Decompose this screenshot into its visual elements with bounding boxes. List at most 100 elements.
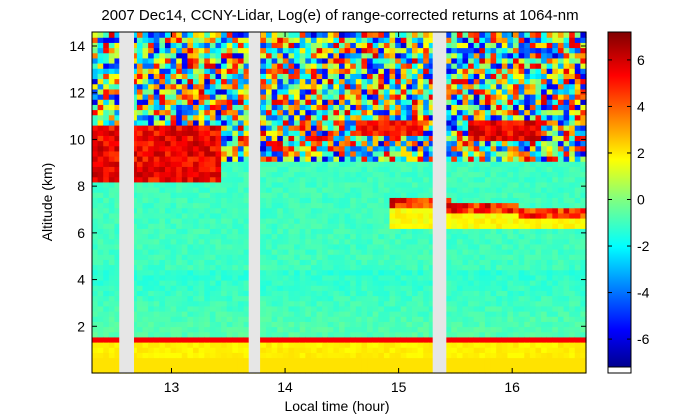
heatmap-cell [142, 269, 149, 276]
heatmap-cell [423, 207, 430, 214]
heatmap-cell [428, 156, 436, 162]
heatmap-cell [484, 238, 492, 245]
heatmap-cell [215, 249, 222, 255]
heatmap-cell [305, 140, 312, 147]
heatmap-cell [114, 32, 121, 38]
heatmap-cell [372, 321, 379, 328]
heatmap-cell [237, 367, 245, 374]
heatmap-cell [423, 357, 430, 364]
heatmap-cell [159, 161, 166, 167]
heatmap-cell [260, 57, 267, 64]
heatmap-cell [350, 367, 357, 374]
heatmap-cell [193, 73, 200, 80]
heatmap-cell [114, 156, 121, 162]
heatmap-cell [164, 311, 172, 317]
heatmap-cell [327, 109, 334, 116]
heatmap-cell [423, 125, 430, 131]
heatmap-cell [215, 331, 222, 338]
heatmap-cell [339, 99, 346, 105]
heatmap-cell [108, 295, 116, 302]
heatmap-cell [294, 367, 301, 374]
heatmap-cell [496, 352, 503, 359]
heatmap-cell [344, 78, 351, 85]
heatmap-cell [378, 207, 385, 214]
heatmap-cell [367, 290, 374, 297]
heatmap-cell [490, 300, 497, 307]
heatmap-cell [209, 316, 217, 322]
heatmap-cell [451, 83, 458, 90]
heatmap-cell [237, 68, 245, 74]
heatmap-cell [103, 114, 110, 121]
heatmap-cell [193, 166, 200, 173]
heatmap-cell [108, 223, 116, 229]
heatmap-cell [428, 254, 436, 260]
heatmap-cell [350, 352, 357, 359]
heatmap-cell [266, 207, 273, 214]
heatmap-cell [417, 295, 424, 302]
heatmap-cell [316, 32, 323, 38]
heatmap-cell [277, 321, 284, 328]
heatmap-cell [406, 238, 413, 245]
heatmap-cell [322, 109, 329, 116]
heatmap-cell [271, 243, 278, 250]
heatmap-cell [513, 352, 520, 359]
heatmap-cell [114, 42, 121, 49]
heatmap-cell [159, 367, 166, 374]
heatmap-cell [282, 311, 290, 317]
heatmap-cell [243, 254, 250, 260]
heatmap-cell [344, 150, 351, 157]
heatmap-cell [114, 316, 121, 322]
heatmap-cell [333, 32, 340, 38]
heatmap-cell [411, 223, 419, 229]
heatmap-cell [243, 88, 250, 95]
heatmap-cell [355, 264, 363, 271]
heatmap-cell [350, 326, 357, 333]
heatmap-cell [501, 207, 509, 214]
heatmap-cell [355, 176, 363, 183]
heatmap-cell [204, 352, 211, 359]
heatmap-cell [193, 68, 200, 74]
heatmap-cell [92, 125, 99, 131]
heatmap-cell [333, 37, 340, 43]
heatmap-cell [288, 254, 295, 260]
heatmap-cell [310, 264, 318, 271]
heatmap-cell [361, 104, 368, 111]
heatmap-cell [445, 156, 452, 162]
heatmap-cell [215, 176, 222, 183]
heatmap-cell [114, 336, 121, 343]
heatmap-cell [148, 181, 155, 188]
heatmap-cell [221, 135, 228, 142]
heatmap-cell [103, 130, 110, 136]
heatmap-cell [333, 197, 340, 204]
heatmap-cell [501, 176, 509, 183]
heatmap-cell [221, 316, 228, 322]
heatmap-cell [153, 305, 160, 312]
heatmap-cell [176, 202, 183, 209]
heatmap-cell [473, 243, 480, 250]
heatmap-cell [193, 83, 200, 90]
heatmap-cell [142, 243, 149, 250]
heatmap-cell [108, 228, 116, 235]
heatmap-cell [193, 295, 200, 302]
heatmap-cell [288, 130, 295, 136]
heatmap-cell [198, 171, 205, 178]
heatmap-cell [484, 264, 492, 271]
heatmap-cell [327, 150, 334, 157]
heatmap-cell [209, 145, 217, 152]
heatmap-cell [243, 321, 250, 328]
heatmap-cell [484, 161, 492, 167]
heatmap-cell [299, 233, 306, 240]
heatmap-cell [372, 238, 379, 245]
heatmap-cell [193, 140, 200, 147]
heatmap-cell [170, 367, 177, 374]
heatmap-cell [237, 114, 245, 121]
heatmap-cell [181, 249, 189, 255]
heatmap-cell [288, 259, 295, 266]
heatmap-cell [221, 259, 228, 266]
heatmap-plot-area [91, 31, 587, 374]
heatmap-cell [513, 311, 520, 317]
heatmap-cell [490, 63, 497, 69]
heatmap-cell [310, 280, 318, 286]
heatmap-cell [344, 321, 351, 328]
heatmap-cell [97, 187, 104, 193]
